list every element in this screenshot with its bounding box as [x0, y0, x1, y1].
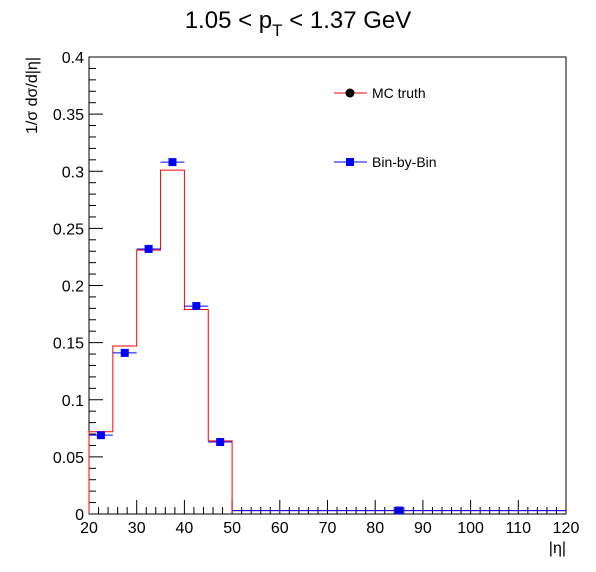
- x-tick-label: 100: [457, 520, 484, 537]
- y-tick-label: 0.35: [53, 107, 84, 124]
- chart-title-rest: < 1.37 GeV: [283, 7, 412, 34]
- y-tick-label: 0.1: [62, 393, 84, 410]
- x-tick-label: 60: [271, 520, 289, 537]
- mc-truth-histogram: [88, 169, 566, 514]
- x-tick-label: 80: [366, 520, 384, 537]
- y-tick-label: 0.05: [53, 450, 84, 467]
- x-tick-label: 110: [506, 520, 532, 537]
- bin-by-bin-point: [216, 438, 225, 447]
- series-mc-truth: [88, 169, 566, 514]
- chart-title-main: 1.05 < p: [185, 7, 272, 34]
- x-tick-label: 40: [176, 520, 194, 537]
- legend-bin-by-bin-label: Bin-by-Bin: [372, 154, 437, 170]
- x-tick-label: 70: [319, 520, 337, 537]
- bin-by-bin-point: [192, 302, 201, 311]
- x-tick-label: 50: [223, 520, 241, 537]
- bin-by-bin-point: [120, 348, 129, 357]
- y-tick-label: 0.3: [62, 164, 84, 181]
- bin-by-bin-point: [395, 506, 404, 515]
- legend: MC truth Bin-by-Bin: [334, 85, 437, 170]
- bin-by-bin-point: [144, 244, 153, 253]
- series-bin-by-bin: [89, 158, 566, 515]
- y-tick-label: 0: [75, 507, 84, 524]
- y-tick-label: 0.15: [53, 336, 84, 353]
- legend-mc-truth-label: MC truth: [372, 85, 426, 101]
- x-tick-label: 90: [414, 520, 432, 537]
- y-tick-label: 0.4: [62, 50, 84, 67]
- bin-by-bin-point: [168, 158, 177, 167]
- x-tick-label: 30: [128, 520, 146, 537]
- x-tick-label: 20: [80, 520, 98, 537]
- plot-frame: [88, 56, 567, 515]
- chart-title-subscript: T: [272, 21, 282, 40]
- bin-by-bin-point: [96, 431, 105, 440]
- chart-title: 1.05 < pT < 1.37 GeV: [185, 7, 412, 40]
- y-axis-label: 1/σ dσ/d|η|: [24, 57, 41, 134]
- x-tick-label: 120: [553, 520, 580, 537]
- x-axis-label: |η|: [549, 540, 566, 557]
- y-tick-label: 0.25: [53, 221, 84, 238]
- legend-bin-by-bin-marker: [346, 158, 354, 166]
- legend-mc-truth-marker: [345, 88, 355, 98]
- y-tick-label: 0.2: [62, 279, 84, 296]
- plot-axes: 20 30 40 50 60 70 80 90 100 110 120 0 0.05 0.1 0.15 0.2…: [53, 50, 580, 537]
